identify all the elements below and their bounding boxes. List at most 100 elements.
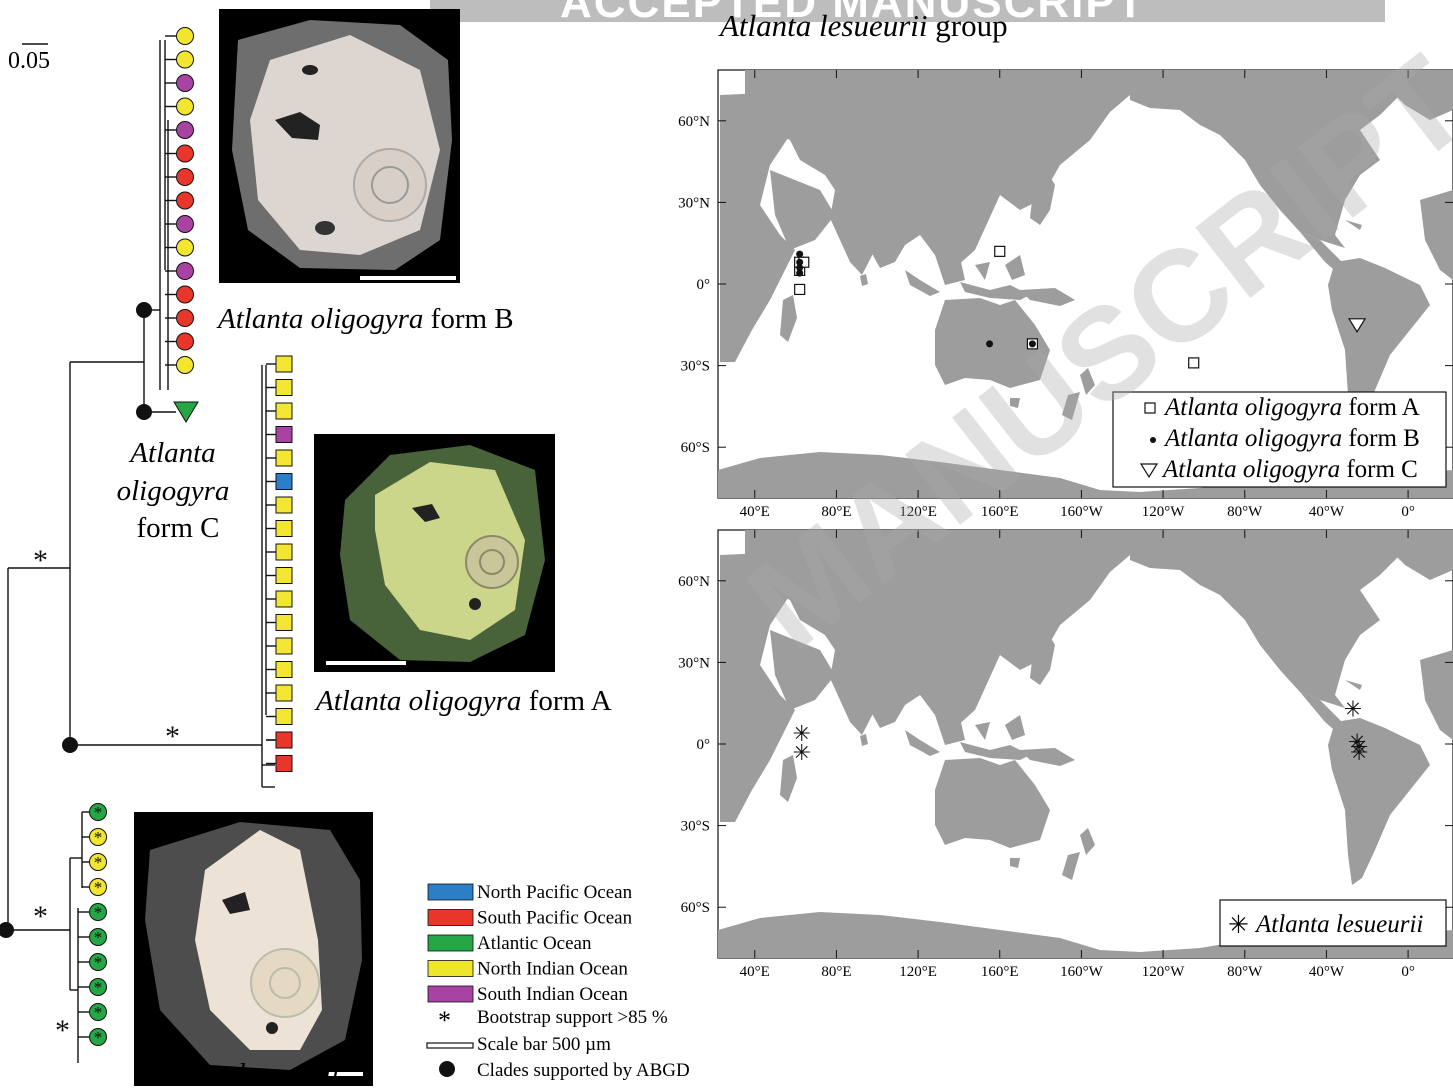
record-form-b <box>986 340 994 348</box>
tip-circle <box>176 332 194 351</box>
photo-lesueurii <box>134 812 373 1086</box>
lon-label: 80°W <box>1227 964 1263 980</box>
lon-label: 160°W <box>1060 504 1103 520</box>
bootstrap-mark: * <box>33 900 48 933</box>
tip-circle-asterisk <box>89 978 107 996</box>
legend-ocean-swatch <box>427 883 474 901</box>
record-form-b <box>1028 340 1036 348</box>
label-form-c-line3: form C <box>137 512 220 544</box>
legend-ocean-label: South Indian Ocean <box>477 984 628 1005</box>
legend-abgd-label: Clades supported by ABGD <box>477 1060 690 1081</box>
lat-label: 0° <box>697 737 711 753</box>
bootstrap-mark: * <box>55 1014 70 1047</box>
tip-square <box>275 449 293 467</box>
label-lesueurii: Atlanta lesueurii <box>143 1058 339 1088</box>
tip-square <box>275 520 293 537</box>
phylogenetic-tree <box>0 35 276 1063</box>
tip-circle <box>176 168 194 186</box>
tip-square <box>275 731 293 749</box>
tip-square <box>275 426 293 443</box>
tip-circle <box>176 262 194 280</box>
bootstrap-mark: * <box>33 544 48 577</box>
legend-ocean-label: South Pacific Ocean <box>477 908 633 929</box>
lat-label: 30°N <box>678 195 710 211</box>
tip-circle-asterisk <box>89 953 107 971</box>
label-form-c-line1: Atlanta <box>128 437 215 469</box>
legend-open-triangle-symbol <box>1139 463 1159 479</box>
map-bottom-legend: ✳ Atlanta lesueurii <box>1219 899 1447 947</box>
lon-label: 160°E <box>981 964 1019 980</box>
tip-asterisk: * <box>94 928 103 947</box>
lon-label: 160°W <box>1060 964 1103 980</box>
lon-label: 120°E <box>899 504 937 520</box>
abgd-clade-nodes <box>0 302 152 938</box>
tip-square <box>275 496 293 514</box>
tip-circle <box>176 27 194 45</box>
record-form-b <box>694 340 701 347</box>
lon-label: 40°E <box>740 964 770 980</box>
accepted-manuscript-banner <box>430 0 1385 22</box>
map-bottom: 60°N 30°N 0° 30°S 60°S 40°E 80°E 120°E 160°E 160… <box>678 529 1453 980</box>
tip-circle <box>176 285 194 304</box>
tip-circle <box>176 356 194 374</box>
record-form-c <box>1347 318 1367 333</box>
lat-label: 30°S <box>681 819 710 835</box>
photo-form-a <box>314 434 555 672</box>
tree-legend: North Pacific Ocean South Pacific Ocean At… <box>427 882 633 1005</box>
tip-circle <box>176 309 194 327</box>
tip-circle <box>176 50 194 69</box>
tip-square <box>275 355 293 373</box>
photo-scale-bar <box>326 661 406 665</box>
legend-ocean-label: North Pacific Ocean <box>477 882 633 903</box>
tip-circle-asterisk <box>89 903 107 921</box>
tip-square <box>275 379 293 396</box>
tip-circle-asterisk <box>89 928 107 946</box>
tip-square <box>275 473 293 490</box>
tip-square <box>275 684 293 702</box>
record-lesueurii: ✳ <box>792 721 810 746</box>
abgd-node <box>0 922 14 938</box>
map-title: Atlanta lesueurii group <box>718 8 1008 43</box>
record-form-b <box>796 250 804 258</box>
lat-label: 60°S <box>681 900 710 916</box>
lon-label: 120°W <box>1142 964 1185 980</box>
tip-circle-asterisk <box>89 1003 107 1021</box>
lat-label: 0° <box>697 277 711 293</box>
legend-ocean-swatch <box>427 985 474 1003</box>
record-lesueurii: ✳ <box>1344 697 1362 722</box>
tip-circle <box>176 191 194 210</box>
tip-triangle <box>173 401 199 423</box>
legend-ocean-swatch <box>427 960 474 977</box>
legend-form-c: Atlanta oligogyra form C <box>1161 456 1418 483</box>
legend-bootstrap-label: Bootstrap support >85 % <box>477 1007 668 1028</box>
record-lesueurii: ✳ <box>1350 735 1368 760</box>
abgd-node <box>62 737 78 753</box>
record-form-b <box>796 258 804 266</box>
record-form-b <box>796 269 804 277</box>
legend-lesueurii: Atlanta lesueurii <box>1254 911 1423 938</box>
record-lesueurii: ✳ <box>1350 740 1368 765</box>
photo-scale-bar <box>360 276 456 280</box>
record-lesueurii: ✳ <box>1348 729 1366 754</box>
legend-abgd-symbol <box>439 1061 455 1077</box>
record-lesueurii: ✳ <box>792 740 810 765</box>
lon-label: 160°E <box>981 504 1019 520</box>
lon-label: 80°W <box>1227 504 1263 520</box>
lat-label: 60°N <box>678 574 710 590</box>
lon-label: 80°E <box>821 504 851 520</box>
legend-ocean-label: North Indian Ocean <box>477 959 628 980</box>
label-form-a: Atlanta oligogyra form A <box>314 685 612 717</box>
lon-label: 0° <box>1401 504 1415 520</box>
tip-circle-asterisk <box>89 878 107 896</box>
legend-ocean-swatch <box>427 934 474 952</box>
tree-scale-label: 0.05 <box>8 48 50 74</box>
lon-label: 40°W <box>1309 964 1345 980</box>
tip-circle-asterisk <box>89 803 107 821</box>
tip-asterisk: * <box>94 803 103 822</box>
bootstrap-mark: * <box>165 720 180 753</box>
lon-label: 0° <box>1401 964 1415 980</box>
tip-asterisk: * <box>94 828 103 847</box>
record-form-b <box>796 264 804 272</box>
tip-circle-asterisk <box>89 853 107 871</box>
